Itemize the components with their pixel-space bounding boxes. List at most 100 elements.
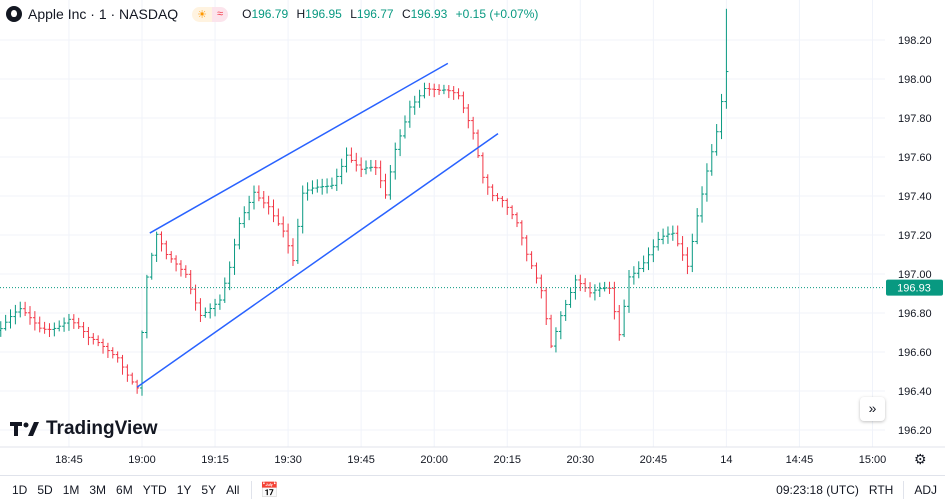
ohlc-bar <box>617 304 622 341</box>
tradingview-logo[interactable]: TradingView <box>10 418 158 440</box>
price-chart[interactable]: 198.20 198.00 197.80 197.60 197.40 197.20 197.… <box>0 0 945 475</box>
price-tick-label: 196.60 <box>898 347 932 359</box>
ohlc-bar <box>505 198 510 215</box>
ohlc-bar <box>427 82 432 96</box>
ohlc-bar <box>208 303 213 319</box>
ohlc-bar <box>407 100 412 128</box>
ohlc-bar <box>188 270 193 295</box>
ohlc-bar <box>563 299 568 321</box>
ohlc-bar <box>680 236 685 261</box>
range-1y[interactable]: 1Y <box>176 482 192 497</box>
range-1m[interactable]: 1M <box>62 482 80 497</box>
ohlc-bar <box>578 274 583 292</box>
rth-toggle[interactable]: RTH <box>868 482 894 497</box>
range-5d[interactable]: 5D <box>37 482 53 497</box>
ohlc-bar <box>573 274 578 300</box>
ohlc-bar <box>286 223 291 254</box>
ohlc-bar <box>27 306 32 325</box>
ohlc-bar <box>597 282 602 298</box>
ohlc-bar <box>665 226 670 244</box>
time-tick-label: 20:45 <box>640 454 668 466</box>
ohlc-bar <box>144 274 149 339</box>
sun-icon: ☀ <box>192 6 213 22</box>
ohlc-bar <box>534 262 539 284</box>
range-all[interactable]: All <box>226 482 240 497</box>
session-badge[interactable]: ☀ ≈ <box>192 6 229 22</box>
ohlc-bar <box>373 160 378 175</box>
ohlc-bar <box>364 160 369 175</box>
ohlc-bar <box>18 301 23 318</box>
ohlc-bar <box>105 342 110 358</box>
range-1d[interactable]: 1D <box>12 482 28 497</box>
ohlc-bar <box>446 85 451 99</box>
clock-time[interactable]: 09:23:18 (UTC) <box>776 482 859 497</box>
channel-lower-line <box>136 132 499 388</box>
settings-gear-icon[interactable]: ⚙ <box>914 451 927 467</box>
ohlc-bar <box>656 231 661 251</box>
ohlc-bar <box>52 322 57 337</box>
range-ytd[interactable]: YTD <box>142 482 167 497</box>
range-6m[interactable]: 6M <box>116 482 133 497</box>
range-5y[interactable]: 5Y <box>201 482 217 497</box>
scroll-to-realtime-button[interactable]: » <box>860 397 885 421</box>
time-tick-label: 20:00 <box>420 454 448 466</box>
ohlc-bar <box>636 261 641 279</box>
ohlc-bar <box>354 152 359 172</box>
ohlc-bar <box>461 91 466 114</box>
ohlc-bar <box>510 205 515 220</box>
ohlc-bar <box>66 313 71 331</box>
ohlc-bar <box>592 284 597 301</box>
ohlc-bar <box>252 185 257 210</box>
price-tick-label: 197.40 <box>898 191 932 203</box>
ohlc-bar <box>709 144 714 176</box>
ohlc-bar <box>646 247 651 271</box>
ohlc-bar <box>383 173 388 199</box>
change-value: +0.15 (+0.07%) <box>455 7 539 21</box>
ohlc-bar <box>398 129 403 157</box>
ohlc-bar <box>558 311 563 340</box>
symbol-title[interactable]: Apple Inc · 1 · NASDAQ <box>28 6 179 22</box>
ohlc-bar <box>368 159 373 172</box>
ohlc-bar <box>91 333 96 345</box>
goto-date-calendar-icon[interactable]: 📅 <box>260 481 280 499</box>
ohlc-bar <box>700 186 705 223</box>
range-3m[interactable]: 3M <box>89 482 107 497</box>
ohlc-bar <box>437 84 442 95</box>
ohlc-bar <box>290 238 295 266</box>
ohlc-bar <box>47 323 52 338</box>
ohlc-bar <box>549 314 554 349</box>
ohlc-bar <box>388 164 393 200</box>
adj-toggle[interactable]: ADJ <box>914 482 937 497</box>
price-tick-label: 197.60 <box>898 152 932 164</box>
bottom-toolbar: 1D 5D 1M 3M 6M YTD 1Y 5Y All 📅 09:23:18 (UTC) RT… <box>0 475 945 503</box>
ohlc-bar <box>125 364 130 382</box>
last-price-badge <box>886 279 943 296</box>
last-price-label: 196.93 <box>897 283 931 295</box>
ohlc-bar <box>149 252 154 280</box>
price-tick-label: 196.40 <box>898 386 932 398</box>
ohlc-bar <box>169 251 174 263</box>
time-tick-label: 14:45 <box>786 454 814 466</box>
ohlc-bar <box>529 251 534 270</box>
ohlc-bar <box>164 240 169 260</box>
ohlc-bar <box>62 317 67 332</box>
ohlc-bar <box>115 351 120 363</box>
apple-logo-icon <box>6 6 22 22</box>
ohlc-bar <box>305 182 310 201</box>
ohlc-bar <box>159 231 164 252</box>
price-tick-label: 198.00 <box>898 74 932 86</box>
ohlc-bar <box>174 255 179 272</box>
ohlc-bar <box>476 129 481 158</box>
ohlc-bar <box>3 314 8 331</box>
ohlc-bar <box>198 298 203 322</box>
ohlc-bar <box>485 174 490 195</box>
ohlc-bar <box>193 284 198 311</box>
ohlc-bar <box>417 89 422 108</box>
divider <box>251 480 253 499</box>
ohlc-bar <box>71 314 76 329</box>
ohlc-bar <box>641 255 646 273</box>
ohlc-bar <box>222 277 227 303</box>
ohlc-bar <box>612 281 617 320</box>
divider <box>903 480 905 499</box>
ohlc-bar <box>76 317 81 330</box>
